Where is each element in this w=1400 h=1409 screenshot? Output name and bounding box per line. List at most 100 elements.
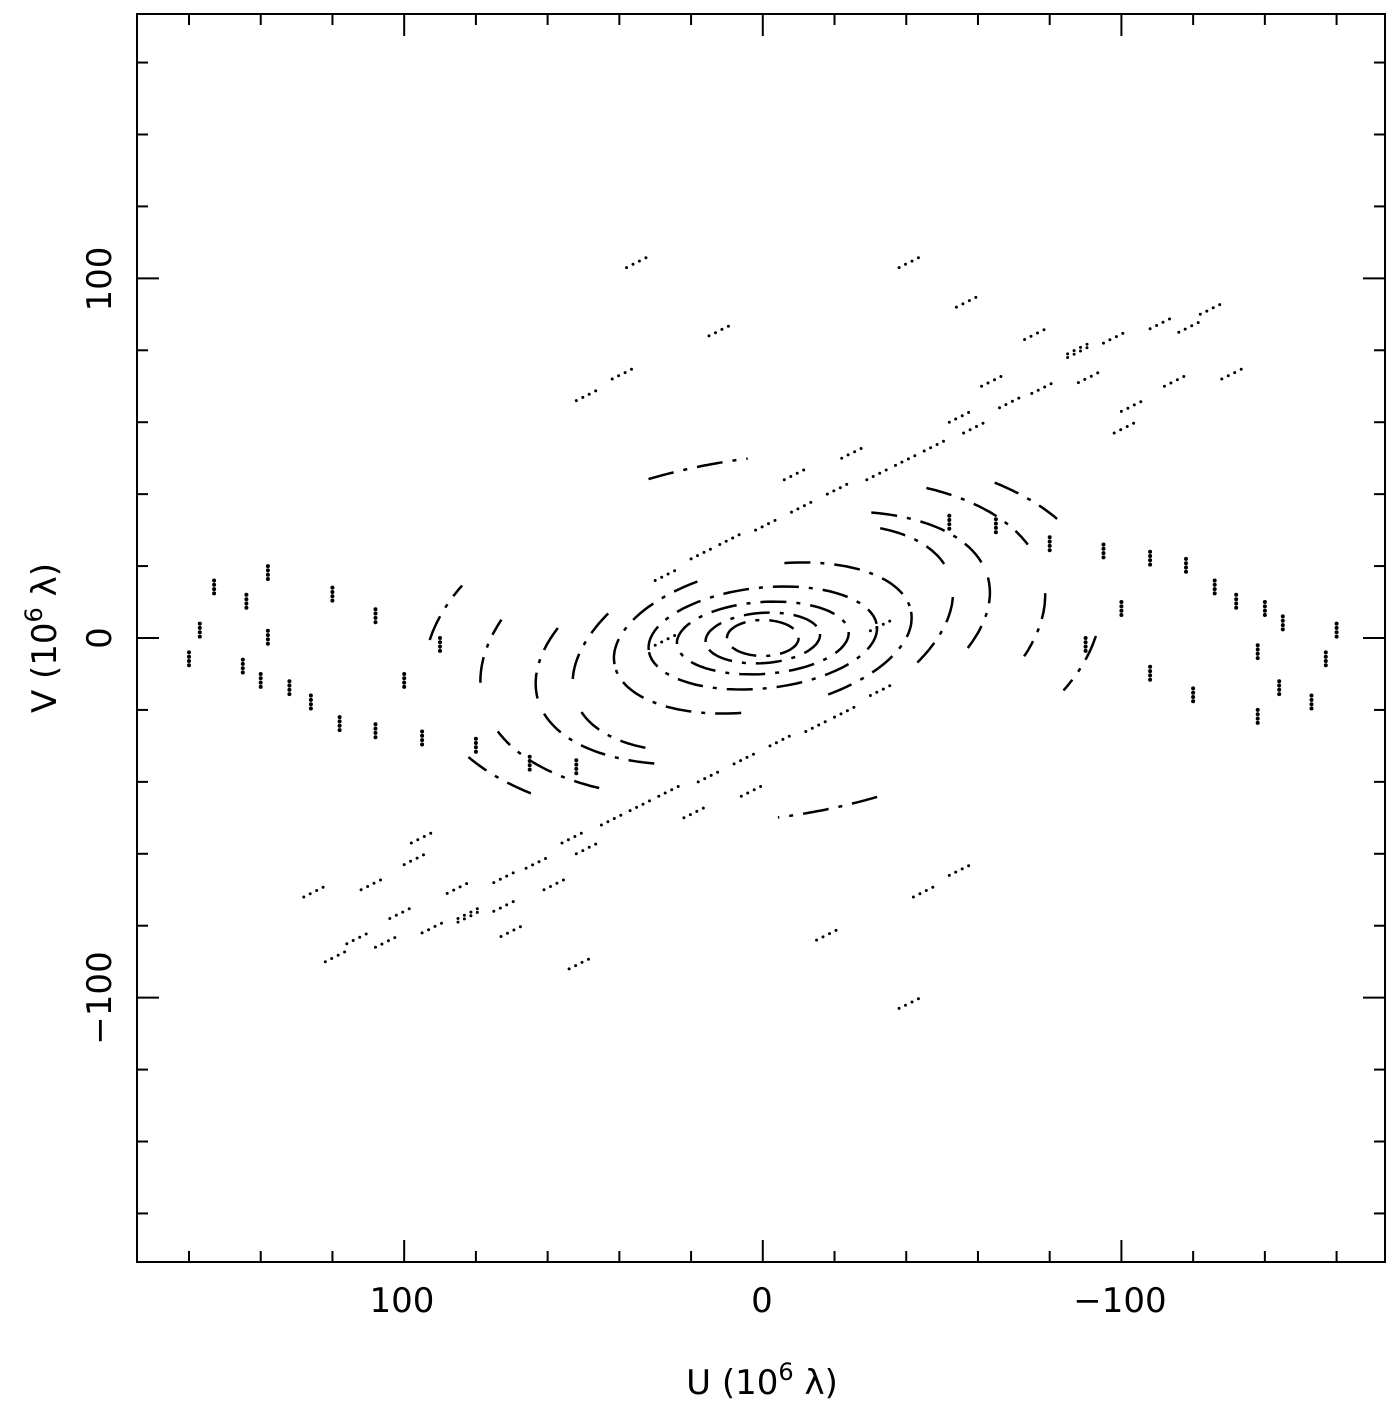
uv-point	[911, 895, 915, 899]
uv-point	[657, 794, 661, 798]
uv-point	[731, 536, 735, 540]
uv-track-arc	[704, 634, 822, 665]
uv-point	[1182, 375, 1186, 378]
uv-point	[993, 517, 998, 522]
uv-point	[1212, 591, 1217, 596]
uv-point	[1184, 569, 1188, 574]
uv-point	[244, 597, 249, 602]
uv-point	[993, 378, 996, 382]
uv-point	[1148, 664, 1153, 669]
uv-point	[623, 371, 627, 375]
uv-point	[258, 672, 263, 676]
uv-point	[767, 522, 770, 526]
uv-point	[1119, 600, 1124, 604]
uv-track-arc	[1023, 593, 1047, 657]
uv-point	[606, 820, 610, 824]
uv-track-arc	[675, 631, 850, 676]
uv-point	[240, 657, 245, 662]
uv-point	[505, 874, 509, 878]
uv-point	[373, 611, 378, 616]
uv-track-arc	[879, 526, 946, 565]
uv-point	[689, 557, 693, 561]
x-tick-label: 0	[751, 1281, 773, 1321]
uv-point	[1280, 623, 1285, 628]
uv-point	[187, 663, 191, 668]
uv-point	[566, 838, 570, 842]
uv-point	[673, 569, 677, 573]
uv-point	[924, 889, 928, 892]
uv-point	[1255, 720, 1260, 725]
uv-point	[1049, 382, 1053, 386]
uv-point	[840, 456, 844, 460]
uv-point	[845, 482, 849, 486]
uv-point	[402, 684, 407, 689]
uv-point	[718, 543, 722, 546]
uv-point	[967, 864, 971, 868]
uv-point	[527, 763, 532, 768]
uv-point	[695, 809, 699, 813]
uv-point	[789, 475, 793, 478]
uv-track-arc	[914, 597, 955, 666]
uv-track-arc	[479, 618, 503, 683]
uv-point	[323, 960, 327, 964]
uv-track-arc	[496, 730, 600, 790]
uv-point	[1218, 303, 1222, 307]
uv-point	[834, 928, 838, 932]
uv-point	[438, 636, 442, 640]
uv-track-arc	[612, 580, 698, 665]
uv-point	[458, 885, 462, 889]
uv-point	[666, 572, 670, 576]
uv-track-arc	[827, 611, 913, 696]
uv-point	[587, 957, 590, 961]
uv-point	[366, 885, 370, 888]
uv-point	[308, 702, 313, 707]
uv-point	[630, 367, 633, 371]
uv-tracks	[428, 457, 1098, 819]
uv-point	[852, 705, 856, 709]
uv-point	[212, 578, 217, 583]
uv-track-arc	[994, 481, 1058, 520]
uv-point	[265, 641, 270, 646]
uv-point	[492, 881, 496, 885]
uv-point	[1047, 548, 1052, 553]
uv-point	[673, 634, 677, 637]
uv-point	[653, 643, 657, 647]
uv-point	[1190, 324, 1194, 328]
uv-point	[947, 513, 952, 518]
plot-frame	[136, 13, 1386, 1263]
uv-point	[1334, 634, 1339, 639]
uv-point	[1079, 345, 1082, 349]
uv-point	[947, 420, 951, 424]
uv-point	[993, 530, 998, 535]
uv-point	[961, 302, 965, 306]
uv-point	[737, 533, 741, 537]
uv-point	[1211, 306, 1215, 310]
uv-point	[1234, 597, 1239, 602]
uv-point	[720, 327, 724, 331]
uv-point	[1255, 643, 1260, 648]
uv-point	[287, 687, 292, 692]
uv-point	[265, 568, 270, 573]
uv-point	[974, 295, 978, 299]
uv-point	[330, 585, 335, 590]
uv-point	[1239, 367, 1243, 371]
uv-point	[240, 670, 245, 675]
uv-point	[212, 582, 217, 587]
uv-point	[838, 486, 842, 490]
uv-point	[1148, 549, 1153, 554]
uv-point	[1083, 648, 1088, 653]
uv-point	[897, 1006, 901, 1010]
uv-point	[469, 910, 473, 914]
uv-point	[373, 735, 378, 740]
uv-point	[760, 525, 764, 529]
uv-point	[1036, 388, 1040, 392]
uv-point	[1101, 551, 1106, 556]
uv-point	[1132, 421, 1136, 425]
uv-point	[337, 715, 342, 720]
uv-point	[574, 399, 578, 403]
uv-track-arc	[648, 457, 748, 481]
uv-point	[906, 457, 910, 461]
uv-point	[904, 262, 907, 266]
uv-point	[967, 411, 971, 414]
